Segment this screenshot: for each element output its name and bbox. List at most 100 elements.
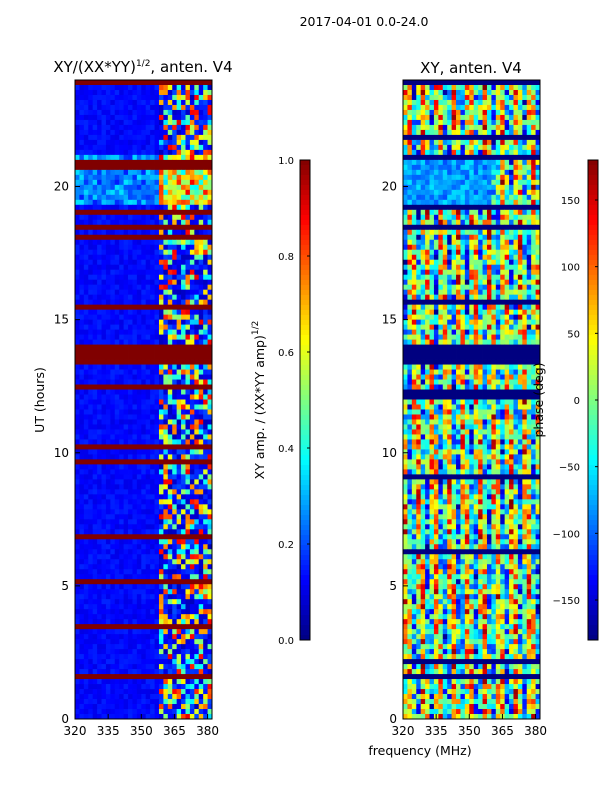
heatmap-cell xyxy=(105,524,111,530)
heatmap-cell xyxy=(136,384,142,390)
heatmap-cell xyxy=(407,149,413,156)
heatmap-cell xyxy=(150,619,155,625)
heatmap-cell xyxy=(128,669,133,675)
heatmap-cell xyxy=(141,124,147,131)
heatmap-cell xyxy=(207,524,213,530)
heatmap-cell xyxy=(141,414,147,420)
heatmap-cell xyxy=(79,129,85,136)
heatmap-cell xyxy=(105,409,111,415)
heatmap-cell xyxy=(75,304,80,311)
heatmap-cell xyxy=(167,469,173,475)
heatmap-cell xyxy=(416,134,422,141)
heatmap-cell xyxy=(92,514,98,520)
heatmap-cell xyxy=(163,654,169,660)
heatmap-cell xyxy=(92,289,98,296)
heatmap-cell xyxy=(158,669,164,675)
heatmap-cell xyxy=(181,414,186,420)
heatmap-cell xyxy=(163,134,169,141)
heatmap-cell xyxy=(172,624,178,630)
heatmap-cell xyxy=(154,634,160,640)
heatmap-cell xyxy=(451,99,457,106)
heatmap-cell xyxy=(97,169,102,176)
heatmap-cell xyxy=(198,174,204,181)
heatmap-cell xyxy=(132,614,138,620)
heatmap-cell xyxy=(154,414,160,420)
heatmap-cell xyxy=(105,274,111,281)
heatmap-cell xyxy=(83,254,89,261)
heatmap-cell xyxy=(163,529,169,535)
heatmap-cell xyxy=(172,669,178,675)
heatmap-cell xyxy=(150,144,155,151)
heatmap-cell xyxy=(198,619,204,625)
heatmap-cell xyxy=(425,199,430,206)
heatmap-cell xyxy=(198,449,204,455)
heatmap-cell xyxy=(88,194,94,201)
heatmap-cell xyxy=(407,164,413,171)
heatmap-cell xyxy=(105,414,111,420)
heatmap-cell xyxy=(75,504,80,510)
heatmap-cell xyxy=(473,174,479,181)
heatmap-cell xyxy=(478,94,483,101)
heatmap-cell xyxy=(163,649,169,655)
heatmap-cell xyxy=(500,119,506,126)
heatmap-cell xyxy=(132,514,138,520)
heatmap-cell xyxy=(101,499,107,505)
heatmap-cell xyxy=(75,699,80,705)
heatmap-cell xyxy=(150,344,155,350)
heatmap-cell xyxy=(172,169,178,176)
heatmap-cell xyxy=(145,319,151,326)
heatmap-cell xyxy=(92,274,98,281)
heatmap-cell xyxy=(167,659,173,665)
heatmap-cell xyxy=(163,489,169,495)
heatmap-cell xyxy=(88,354,94,360)
heatmap-cell xyxy=(460,184,466,191)
heatmap-cell xyxy=(185,549,191,555)
heatmap-cell xyxy=(198,574,204,580)
heatmap-cell xyxy=(123,589,129,595)
heatmap-cell xyxy=(167,289,173,296)
heatmap-cell xyxy=(92,649,98,655)
heatmap-cell xyxy=(110,239,116,246)
heatmap-cell xyxy=(181,334,186,340)
heatmap-cell xyxy=(158,164,164,171)
heatmap-cell xyxy=(154,524,160,530)
heatmap-cell xyxy=(456,119,461,126)
heatmap-cell xyxy=(464,219,470,226)
heatmap-cell xyxy=(176,239,182,246)
heatmap-cell xyxy=(75,449,80,455)
heatmap-cell xyxy=(110,444,116,450)
heatmap-cell xyxy=(119,659,125,665)
heatmap-cell xyxy=(176,359,182,365)
heatmap-cell xyxy=(172,109,178,116)
heatmap-cell xyxy=(150,329,155,335)
heatmap-cell xyxy=(136,274,142,281)
heatmap-cell xyxy=(101,509,107,515)
heatmap-cell xyxy=(447,164,453,171)
heatmap-cell xyxy=(154,394,160,400)
heatmap-cell xyxy=(442,169,448,176)
heatmap-cell xyxy=(128,409,133,415)
heatmap-cell xyxy=(163,194,169,201)
heatmap-cell xyxy=(119,244,125,251)
heatmap-cell xyxy=(172,89,178,96)
heatmap-cell xyxy=(97,209,102,216)
heatmap-cell xyxy=(203,399,208,405)
heatmap-cell xyxy=(176,344,182,350)
heatmap-cell xyxy=(75,319,80,326)
heatmap-cell xyxy=(92,474,98,480)
heatmap-cell xyxy=(119,174,125,181)
heatmap-cell xyxy=(185,489,191,495)
heatmap-cell xyxy=(158,484,164,490)
heatmap-cell xyxy=(136,264,142,271)
heatmap-cell xyxy=(469,214,475,221)
heatmap-cell xyxy=(504,104,510,111)
heatmap-cell xyxy=(88,269,94,276)
heatmap-cell xyxy=(438,129,444,136)
heatmap-cell xyxy=(154,274,160,281)
heatmap-cell xyxy=(194,294,200,301)
heatmap-cell xyxy=(189,324,195,331)
heatmap-cell xyxy=(163,434,169,440)
heatmap-cell xyxy=(456,84,461,91)
heatmap-cell xyxy=(451,194,457,201)
